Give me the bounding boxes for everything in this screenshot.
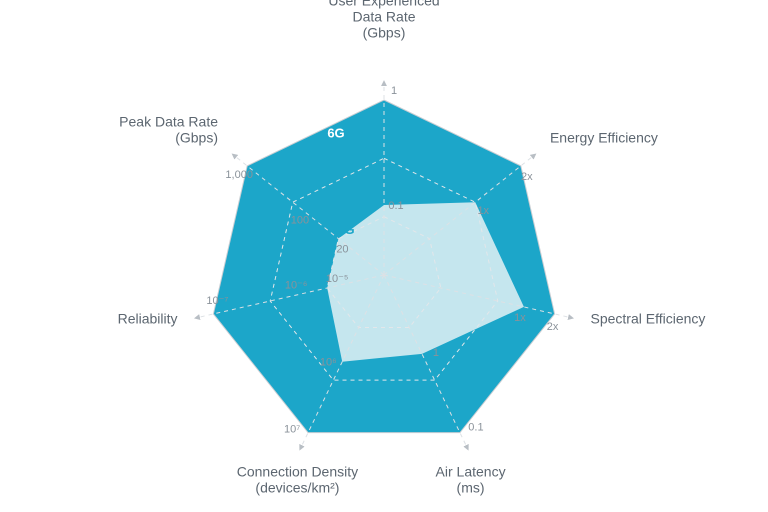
axis-title-line: Air Latency [436, 464, 506, 480]
tick-label: 10⁻⁵ [326, 273, 349, 285]
axis-title-line: User Experienced [328, 0, 439, 9]
axis-title-line: Reliability [118, 310, 178, 326]
tick-label: 2x [521, 171, 533, 183]
axis-title-line: (devices/km²) [255, 480, 339, 496]
axis-title-line: Energy Efficiency [550, 130, 658, 146]
tick-label: 1 [433, 347, 439, 359]
tick-label: 0.1 [388, 200, 403, 212]
tick-label: 10⁷ [284, 424, 300, 436]
series-label-5G: 5G [337, 222, 354, 237]
axis-title-line: Spectral Efficiency [590, 310, 705, 326]
axis-title-line: Data Rate [352, 9, 415, 25]
tick-label: 10⁻⁶ [285, 279, 308, 291]
radar-chart: 0.1 1 1x 2x 1x 2x 1 0.1 10⁶ 10⁷ 10⁻⁵ 10⁻⁶ 10⁻⁷ 20 100 1… [0, 0, 768, 512]
axis-title-line: Peak Data Rate [119, 114, 218, 130]
tick-label: 1x [477, 205, 489, 217]
tick-label: 0.1 [468, 422, 483, 434]
tick-label: 1,000 [225, 169, 253, 181]
tick-label: 100 [291, 215, 309, 227]
axis-title-line: (ms) [457, 480, 485, 496]
tick-label: 1 [391, 85, 397, 97]
axis-title-line: (Gbps) [175, 130, 218, 146]
axis-title-line: (Gbps) [363, 25, 406, 41]
tick-label: 10⁻⁷ [206, 295, 228, 307]
axis-title-line: Connection Density [237, 464, 358, 480]
tick-label: 10⁶ [320, 357, 337, 369]
tick-label: 1x [514, 312, 526, 324]
tick-label: 20 [336, 244, 348, 256]
tick-label: 2x [547, 321, 559, 333]
series-label-6G: 6G [327, 126, 344, 141]
